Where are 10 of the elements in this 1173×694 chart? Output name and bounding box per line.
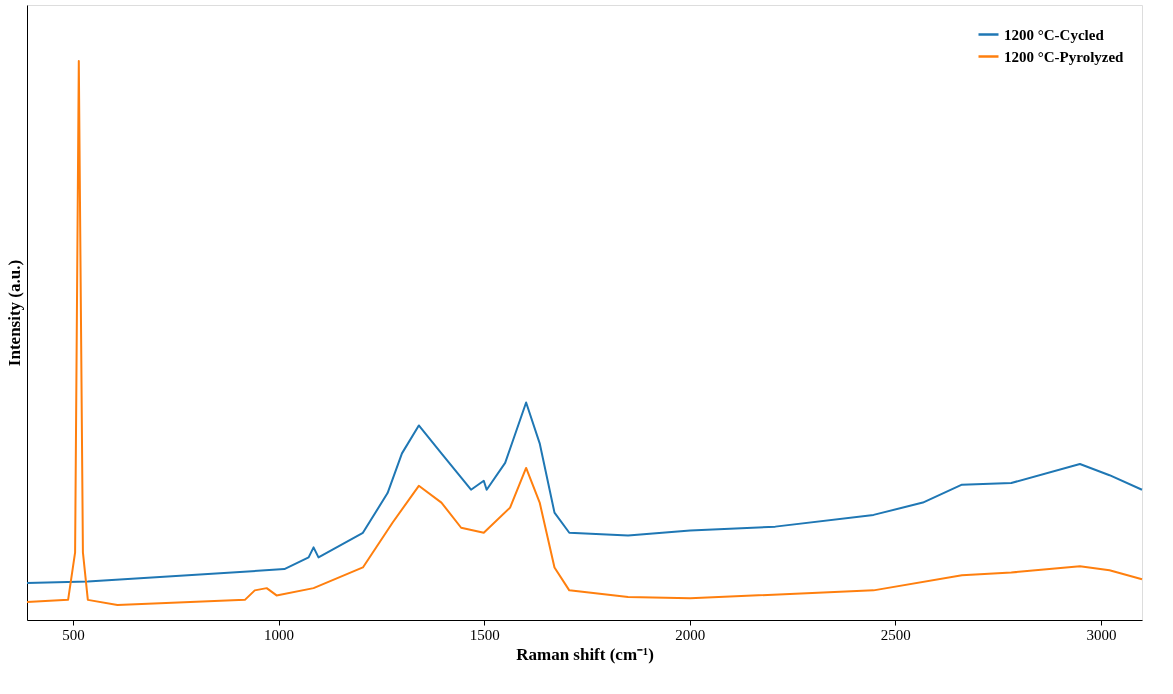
x-tick-label: 1500 [469, 626, 500, 643]
x-tick-label: 500 [62, 626, 85, 643]
legend-label: 1200 °C-Cycled [1004, 26, 1105, 43]
y-axis-title: Intensity (a.u.) [4, 259, 24, 367]
x-tick-label: 2000 [675, 626, 706, 643]
x-tick-label: 3000 [1086, 626, 1117, 643]
x-tick-label: 1000 [264, 626, 295, 643]
legend-label: 1200 °C-Pyrolyzed [1004, 48, 1125, 65]
x-tick-label: 2500 [880, 626, 911, 643]
x-axis-title: Raman shift (cm⁻¹) [516, 644, 654, 664]
